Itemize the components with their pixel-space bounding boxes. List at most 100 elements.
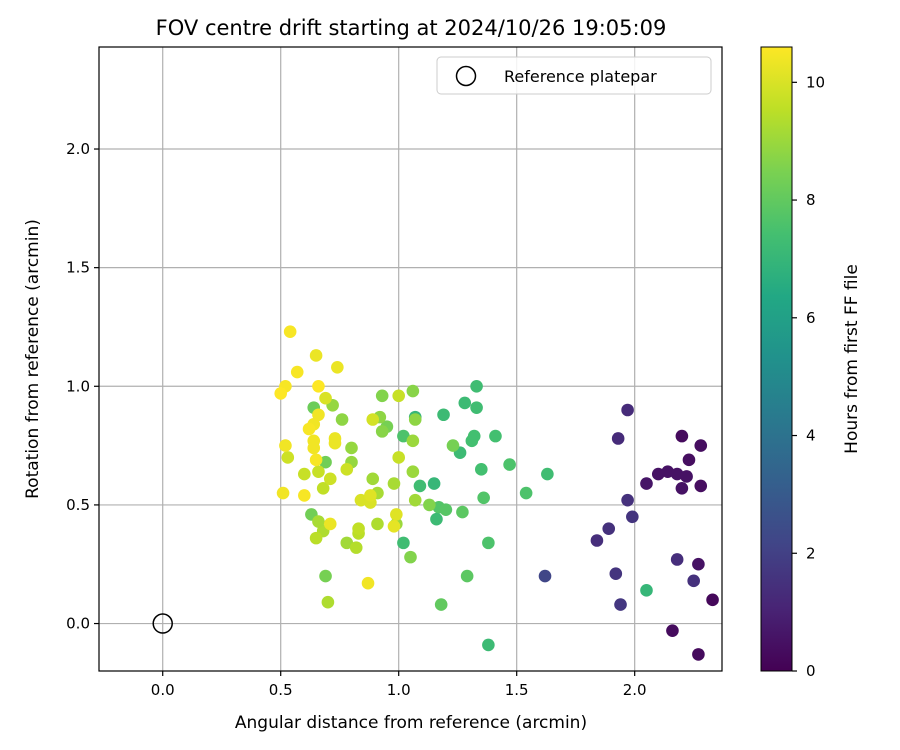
data-point <box>276 486 290 500</box>
y-tick-label: 0.5 <box>66 496 90 514</box>
colorbar-tick-label: 2 <box>806 544 816 562</box>
data-point <box>661 465 675 478</box>
data-point <box>460 569 474 583</box>
data-point <box>312 515 325 528</box>
data-point <box>470 401 483 414</box>
data-point <box>626 510 639 524</box>
data-point <box>446 439 460 452</box>
colorbar-ticks: 0 2 4 6 8 10 <box>792 73 825 680</box>
data-point <box>290 365 304 379</box>
data-point <box>366 472 380 486</box>
x-tick-label: 0.5 <box>269 681 293 699</box>
data-point <box>439 503 453 516</box>
data-point <box>651 467 665 481</box>
data-point <box>397 536 410 550</box>
x-tick-label: 1.0 <box>387 681 411 699</box>
data-point <box>602 522 616 535</box>
data-point <box>456 505 469 519</box>
data-point <box>361 576 375 590</box>
y-axis-ticks: 0.0 0.5 1.0 1.5 2.0 <box>66 140 99 633</box>
x-axis-label: Angular distance from reference (arcmin) <box>235 713 587 733</box>
data-point <box>371 517 384 531</box>
data-point <box>675 429 689 443</box>
data-point <box>706 593 719 607</box>
data-points <box>274 325 719 661</box>
colorbar-tick-label: 6 <box>806 309 816 327</box>
data-point <box>323 472 337 486</box>
data-point <box>694 439 708 452</box>
data-point <box>298 489 311 502</box>
chart-title: FOV centre drift starting at 2024/10/26 … <box>156 16 667 40</box>
data-point <box>328 436 342 450</box>
data-point <box>387 519 401 533</box>
data-point <box>406 384 420 398</box>
data-point <box>279 439 292 452</box>
data-point <box>538 569 552 583</box>
data-point <box>387 477 401 490</box>
data-point <box>340 463 354 476</box>
data-point <box>302 422 316 436</box>
reference-point <box>152 613 173 634</box>
data-point <box>312 408 325 422</box>
data-point <box>307 441 321 455</box>
data-point <box>614 598 627 611</box>
legend: Reference platepar <box>436 56 712 95</box>
data-point <box>335 413 349 426</box>
legend-marker-reference <box>455 65 477 87</box>
y-tick-label: 2.0 <box>66 140 90 158</box>
data-point <box>408 493 422 507</box>
data-point <box>621 403 634 417</box>
data-point <box>392 451 406 464</box>
data-point <box>349 541 363 554</box>
colorbar-tick-label: 10 <box>806 73 825 91</box>
data-point <box>309 349 323 362</box>
y-tick-label: 1.0 <box>66 377 90 395</box>
grid-lines <box>99 47 722 671</box>
data-point <box>323 517 337 531</box>
data-point <box>640 477 653 490</box>
data-point <box>340 536 354 550</box>
data-point <box>458 396 472 410</box>
data-point <box>682 453 696 467</box>
data-point <box>482 536 495 550</box>
x-tick-label: 2.0 <box>623 681 647 699</box>
data-point <box>283 325 297 339</box>
data-point <box>309 531 323 545</box>
data-point <box>312 379 325 393</box>
x-tick-label: 1.5 <box>505 681 529 699</box>
y-axis-label: Rotation from reference (arcmin) <box>23 219 43 499</box>
data-point <box>408 413 422 426</box>
data-point <box>470 379 483 393</box>
data-point <box>406 434 420 448</box>
data-point <box>694 479 708 493</box>
data-point <box>309 453 323 467</box>
data-point <box>541 467 554 481</box>
x-axis-ticks: 0.0 0.5 1.0 1.5 2.0 <box>151 671 647 699</box>
data-point <box>423 498 436 512</box>
data-point <box>675 482 689 495</box>
data-point <box>354 493 368 507</box>
data-point <box>434 598 448 611</box>
data-point <box>503 458 516 471</box>
data-point <box>413 479 427 493</box>
data-point <box>465 434 479 448</box>
colorbar <box>760 46 793 672</box>
colorbar-tick-label: 0 <box>806 662 816 680</box>
data-point <box>611 432 625 445</box>
data-point <box>316 482 330 495</box>
data-point <box>345 441 358 455</box>
x-tick-label: 0.0 <box>151 681 175 699</box>
data-point <box>397 429 410 443</box>
colorbar-tick-label: 8 <box>806 191 816 209</box>
data-point <box>474 463 488 476</box>
data-point <box>692 648 705 661</box>
legend-label-reference: Reference platepar <box>504 67 657 86</box>
data-point <box>298 467 311 481</box>
data-point <box>392 389 406 403</box>
data-point <box>482 638 495 652</box>
data-point <box>427 477 441 490</box>
legend-box <box>436 56 712 95</box>
plot-frame <box>98 46 723 672</box>
data-point <box>319 391 332 405</box>
